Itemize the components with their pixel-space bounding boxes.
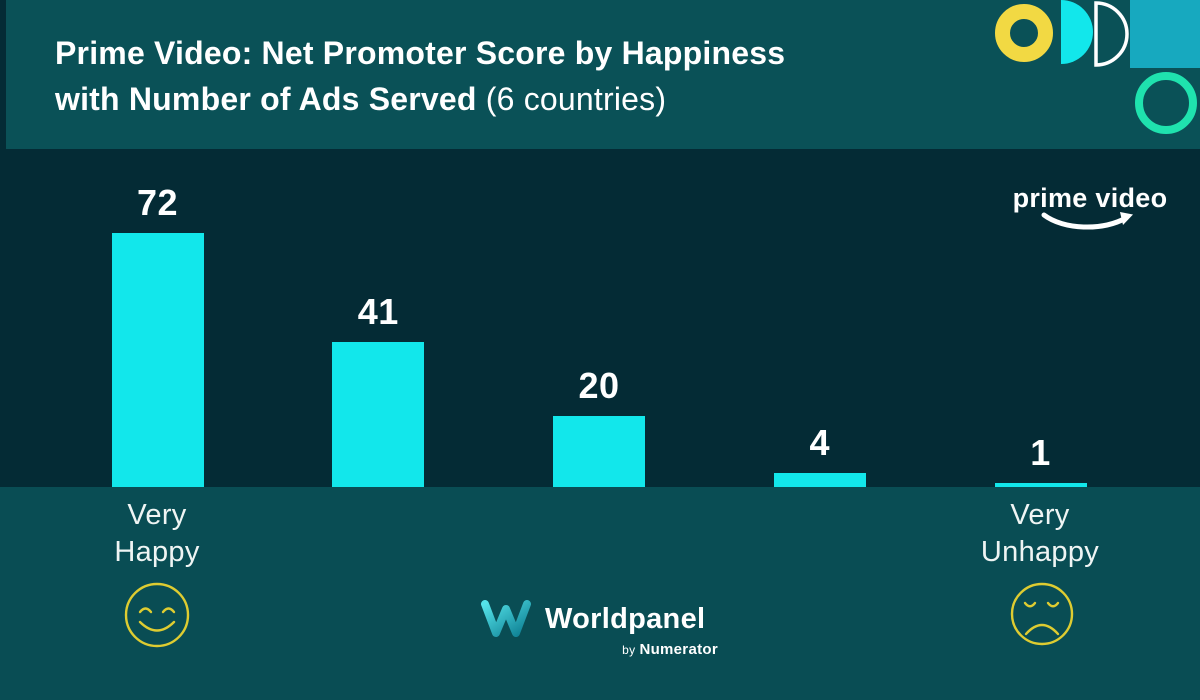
x-label-line: Very	[127, 499, 187, 531]
x-label-line: Unhappy	[980, 536, 1100, 568]
white-half-disc-outline-icon	[1094, 1, 1129, 67]
x-label-line: Happy	[114, 536, 200, 568]
title-line-2-bold: with Number of Ads Served	[55, 81, 477, 117]
worldpanel-byline: by Numerator	[480, 641, 720, 658]
title-line-1: Prime Video: Net Promoter Score by Happi…	[55, 35, 786, 71]
bar-value-label-3: 4	[809, 421, 831, 463]
bar-4	[994, 483, 1087, 487]
page-title: Prime Video: Net Promoter Score by Happi…	[55, 30, 935, 122]
title-line-2-light: (6 countries)	[485, 81, 667, 117]
sad-face-icon	[1010, 582, 1074, 646]
header-band: Prime Video: Net Promoter Score by Happi…	[6, 0, 1200, 149]
byline-prefix: by	[622, 643, 636, 657]
x-label-very-happy: Very Happy	[47, 497, 267, 571]
green-ring-icon	[1135, 72, 1197, 134]
happy-face-icon	[124, 582, 190, 648]
yellow-ring-icon	[995, 4, 1053, 62]
bar-2	[553, 416, 645, 487]
bar-value-label-0: 72	[136, 181, 179, 223]
title-line-2: with Number of Ads Served (6 countries)	[55, 76, 935, 122]
bar-1	[332, 342, 425, 487]
bar-0	[111, 232, 204, 487]
cyan-half-disc-icon	[1061, 0, 1093, 64]
x-label-very-unhappy: Very Unhappy	[930, 497, 1150, 571]
worldpanel-logo-text: Worldpanel	[545, 602, 706, 635]
amazon-smile-arrow-icon	[1041, 212, 1133, 230]
bar-value-label-2: 20	[578, 365, 620, 407]
prime-video-logo: prime video	[1005, 184, 1175, 235]
x-label-line: Very	[1010, 499, 1070, 531]
decor-shapes	[995, 0, 1200, 134]
bar-value-label-1: 41	[357, 291, 399, 333]
teal-square-icon	[1130, 0, 1200, 68]
bar-3	[773, 472, 866, 487]
worldpanel-logo: Worldpanel by Numerator	[480, 600, 720, 658]
worldpanel-w-icon	[481, 600, 531, 637]
bottom-band: Very Happy Very Unhappy	[0, 487, 1200, 700]
byline-name: Numerator	[639, 641, 718, 658]
bar-value-label-4: 1	[1030, 432, 1051, 474]
prime-video-logo-text: prime video	[1012, 183, 1168, 213]
